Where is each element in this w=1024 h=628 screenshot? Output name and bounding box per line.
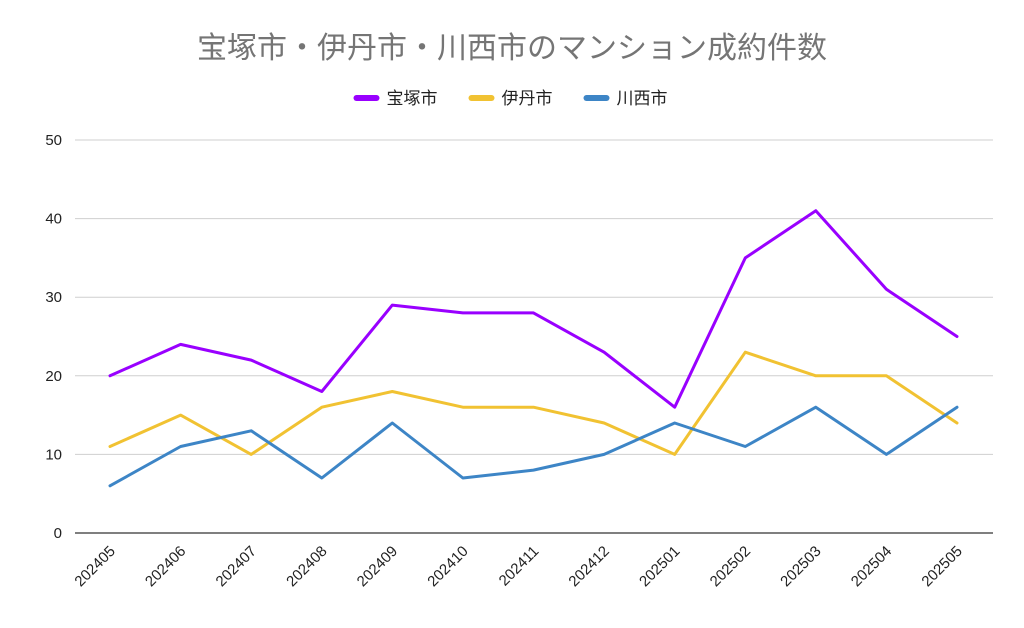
x-tick-label: 202411: [496, 543, 543, 590]
legend-item: 川西市: [583, 89, 668, 109]
x-tick-label: 202406: [142, 543, 189, 590]
y-tick-label: 30: [45, 289, 62, 306]
y-tick-label: 40: [45, 211, 62, 228]
series-line-3: [108, 405, 959, 488]
x-tick-label: 202504: [848, 543, 895, 590]
legend: 宝塚市 伊丹市 川西市: [353, 89, 668, 109]
legend-item: 伊丹市: [468, 89, 553, 109]
x-tick-label: 202501: [636, 543, 683, 590]
legend-label: 宝塚市: [387, 89, 438, 109]
gridlines: [75, 139, 993, 534]
x-tick-label: 202503: [777, 543, 824, 590]
y-tick-label: 20: [45, 368, 62, 385]
y-tick-label: 0: [54, 525, 62, 542]
x-tick-label: 202407: [213, 543, 260, 590]
legend-label: 川西市: [617, 89, 668, 109]
x-tick-label: 202409: [354, 543, 401, 590]
x-tick-label: 202412: [565, 543, 612, 590]
x-tick-label: 202410: [424, 543, 471, 590]
x-axis: 202405 202406 202407 202408 202409 202410 2024…: [71, 543, 965, 590]
series-lines: [108, 209, 959, 488]
legend-item: 宝塚市: [353, 89, 438, 109]
legend-label: 伊丹市: [502, 89, 553, 109]
y-tick-label: 10: [45, 446, 62, 463]
y-tick-label: 50: [45, 132, 62, 149]
x-tick-label: 202408: [283, 543, 330, 590]
x-tick-label: 202502: [707, 543, 754, 590]
x-tick-label: 202505: [918, 543, 965, 590]
series-line-1: [108, 209, 959, 409]
y-axis: 0 10 20 30 40 50: [45, 132, 62, 542]
chart-title: 宝塚市・伊丹市・川西市のマンション成約件数: [197, 31, 827, 66]
series-line-2: [108, 350, 959, 456]
x-tick-label: 202405: [71, 543, 118, 590]
